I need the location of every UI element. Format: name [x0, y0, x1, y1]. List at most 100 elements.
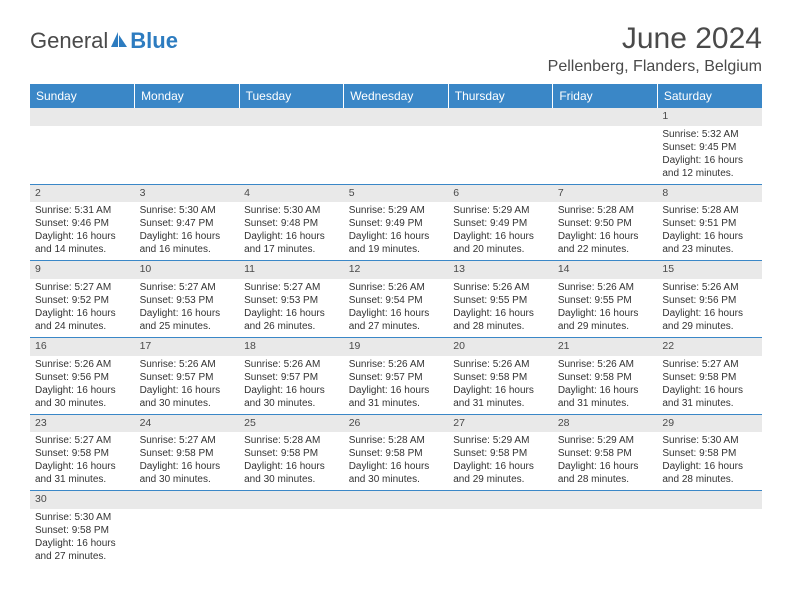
day-number: 9 — [30, 261, 135, 279]
day-body — [135, 126, 240, 132]
calendar-day-cell: 14Sunrise: 5:26 AMSunset: 9:55 PMDayligh… — [553, 261, 658, 338]
day-body: Sunrise: 5:26 AMSunset: 9:56 PMDaylight:… — [657, 279, 762, 337]
day-number: 6 — [448, 185, 553, 203]
calendar-day-cell: 12Sunrise: 5:26 AMSunset: 9:54 PMDayligh… — [344, 261, 449, 338]
day-body: Sunrise: 5:29 AMSunset: 9:49 PMDaylight:… — [448, 202, 553, 260]
day-body: Sunrise: 5:27 AMSunset: 9:58 PMDaylight:… — [135, 432, 240, 490]
day-number: 4 — [239, 185, 344, 203]
sunrise-text: Sunrise: 5:26 AM — [35, 358, 130, 371]
day-header: Saturday — [657, 84, 762, 108]
calendar-day-cell: 21Sunrise: 5:26 AMSunset: 9:58 PMDayligh… — [553, 337, 658, 414]
daylight-text: Daylight: 16 hours and 30 minutes. — [140, 384, 235, 410]
daylight-text: Daylight: 16 hours and 26 minutes. — [244, 307, 339, 333]
day-body: Sunrise: 5:26 AMSunset: 9:58 PMDaylight:… — [553, 356, 658, 414]
day-body: Sunrise: 5:31 AMSunset: 9:46 PMDaylight:… — [30, 202, 135, 260]
day-number: 19 — [344, 338, 449, 356]
calendar-day-cell: 24Sunrise: 5:27 AMSunset: 9:58 PMDayligh… — [135, 414, 240, 491]
calendar-day-cell: 20Sunrise: 5:26 AMSunset: 9:58 PMDayligh… — [448, 337, 553, 414]
calendar-day-cell — [344, 491, 449, 567]
calendar-day-cell — [135, 491, 240, 567]
calendar-day-cell: 23Sunrise: 5:27 AMSunset: 9:58 PMDayligh… — [30, 414, 135, 491]
daylight-text: Daylight: 16 hours and 14 minutes. — [35, 230, 130, 256]
calendar-day-cell — [344, 108, 449, 184]
day-number — [135, 491, 240, 509]
sunset-text: Sunset: 9:47 PM — [140, 217, 235, 230]
day-body: Sunrise: 5:28 AMSunset: 9:50 PMDaylight:… — [553, 202, 658, 260]
daylight-text: Daylight: 16 hours and 29 minutes. — [558, 307, 653, 333]
calendar-day-cell: 2Sunrise: 5:31 AMSunset: 9:46 PMDaylight… — [30, 184, 135, 261]
day-body — [344, 126, 449, 132]
sunset-text: Sunset: 9:57 PM — [349, 371, 444, 384]
sunset-text: Sunset: 9:48 PM — [244, 217, 339, 230]
sunset-text: Sunset: 9:56 PM — [662, 294, 757, 307]
daylight-text: Daylight: 16 hours and 27 minutes. — [35, 537, 130, 563]
sunrise-text: Sunrise: 5:30 AM — [662, 434, 757, 447]
calendar-page: GeneralBlue June 2024 Pellenberg, Flande… — [0, 0, 792, 577]
sunset-text: Sunset: 9:49 PM — [453, 217, 548, 230]
day-body: Sunrise: 5:29 AMSunset: 9:49 PMDaylight:… — [344, 202, 449, 260]
sunset-text: Sunset: 9:58 PM — [662, 447, 757, 460]
day-body: Sunrise: 5:29 AMSunset: 9:58 PMDaylight:… — [553, 432, 658, 490]
day-number — [553, 108, 658, 126]
daylight-text: Daylight: 16 hours and 31 minutes. — [349, 384, 444, 410]
daylight-text: Daylight: 16 hours and 23 minutes. — [662, 230, 757, 256]
day-number — [30, 108, 135, 126]
sunrise-text: Sunrise: 5:30 AM — [35, 511, 130, 524]
sunset-text: Sunset: 9:58 PM — [453, 371, 548, 384]
day-header: Tuesday — [239, 84, 344, 108]
day-body — [657, 509, 762, 515]
daylight-text: Daylight: 16 hours and 29 minutes. — [662, 307, 757, 333]
sunset-text: Sunset: 9:58 PM — [35, 524, 130, 537]
sunset-text: Sunset: 9:52 PM — [35, 294, 130, 307]
sunset-text: Sunset: 9:57 PM — [140, 371, 235, 384]
day-body: Sunrise: 5:26 AMSunset: 9:55 PMDaylight:… — [553, 279, 658, 337]
sunset-text: Sunset: 9:57 PM — [244, 371, 339, 384]
day-number: 8 — [657, 185, 762, 203]
calendar-day-cell: 19Sunrise: 5:26 AMSunset: 9:57 PMDayligh… — [344, 337, 449, 414]
day-body — [448, 509, 553, 515]
sunset-text: Sunset: 9:58 PM — [140, 447, 235, 460]
daylight-text: Daylight: 16 hours and 17 minutes. — [244, 230, 339, 256]
day-body: Sunrise: 5:27 AMSunset: 9:58 PMDaylight:… — [30, 432, 135, 490]
sunrise-text: Sunrise: 5:26 AM — [662, 281, 757, 294]
day-body: Sunrise: 5:26 AMSunset: 9:57 PMDaylight:… — [135, 356, 240, 414]
sunrise-text: Sunrise: 5:31 AM — [35, 204, 130, 217]
day-header: Monday — [135, 84, 240, 108]
sunset-text: Sunset: 9:58 PM — [453, 447, 548, 460]
calendar-week-row: 16Sunrise: 5:26 AMSunset: 9:56 PMDayligh… — [30, 337, 762, 414]
sunrise-text: Sunrise: 5:27 AM — [662, 358, 757, 371]
day-number: 2 — [30, 185, 135, 203]
sunset-text: Sunset: 9:58 PM — [558, 371, 653, 384]
calendar-day-cell — [553, 108, 658, 184]
day-body — [448, 126, 553, 132]
sunrise-text: Sunrise: 5:28 AM — [558, 204, 653, 217]
day-number: 22 — [657, 338, 762, 356]
sunset-text: Sunset: 9:55 PM — [558, 294, 653, 307]
daylight-text: Daylight: 16 hours and 22 minutes. — [558, 230, 653, 256]
brand-part2: Blue — [130, 28, 178, 54]
day-body — [239, 509, 344, 515]
day-body: Sunrise: 5:28 AMSunset: 9:51 PMDaylight:… — [657, 202, 762, 260]
sunset-text: Sunset: 9:58 PM — [662, 371, 757, 384]
calendar-day-cell — [30, 108, 135, 184]
daylight-text: Daylight: 16 hours and 31 minutes. — [558, 384, 653, 410]
calendar-table: Sunday Monday Tuesday Wednesday Thursday… — [30, 84, 762, 567]
calendar-day-cell — [135, 108, 240, 184]
day-number: 3 — [135, 185, 240, 203]
day-body: Sunrise: 5:27 AMSunset: 9:52 PMDaylight:… — [30, 279, 135, 337]
day-number: 21 — [553, 338, 658, 356]
calendar-day-cell: 27Sunrise: 5:29 AMSunset: 9:58 PMDayligh… — [448, 414, 553, 491]
day-number: 13 — [448, 261, 553, 279]
calendar-week-row: 30 Sunrise: 5:30 AMSunset: 9:58 PMDayligh… — [30, 491, 762, 567]
daylight-text: Daylight: 16 hours and 25 minutes. — [140, 307, 235, 333]
day-body: Sunrise: 5:26 AMSunset: 9:58 PMDaylight:… — [448, 356, 553, 414]
daylight-text: Daylight: 16 hours and 20 minutes. — [453, 230, 548, 256]
day-number: 27 — [448, 415, 553, 433]
calendar-day-cell: 16Sunrise: 5:26 AMSunset: 9:56 PMDayligh… — [30, 337, 135, 414]
day-body: Sunrise: 5:27 AMSunset: 9:58 PMDaylight:… — [657, 356, 762, 414]
day-body: Sunrise: 5:26 AMSunset: 9:55 PMDaylight:… — [448, 279, 553, 337]
calendar-day-cell: 4Sunrise: 5:30 AMSunset: 9:48 PMDaylight… — [239, 184, 344, 261]
calendar-week-row: 1Sunrise: 5:32 AMSunset: 9:45 PMDaylight… — [30, 108, 762, 184]
day-body — [30, 126, 135, 132]
day-number: 30 — [30, 491, 135, 509]
